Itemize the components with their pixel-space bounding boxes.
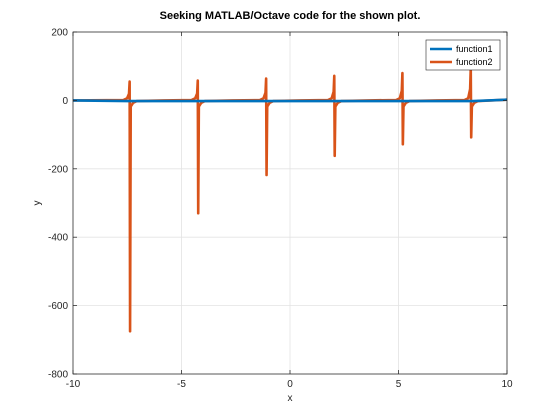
y-tick-label: -800 [48,370,68,381]
x-tick-label: -5 [177,379,186,390]
y-tick-label: -600 [48,301,68,312]
legend-box [425,39,501,71]
legend-label-function1: function1 [456,44,493,54]
series-function1-line [72,98,508,103]
x-axis-label: x [288,393,293,404]
y-tick-label: 0 [62,96,68,107]
ticks: -10 -5 0 5 10 -800 -600 -400 -200 0 200 [48,28,513,391]
x-tick-label: 10 [501,379,513,390]
y-tick-label: 200 [51,28,68,39]
series-layer [72,66,508,333]
y-tick-label: -400 [48,233,68,244]
chart-title: Seeking MATLAB/Octave code for the shown… [160,10,421,22]
legend: function1 function2 [425,39,501,71]
x-tick-label: 5 [396,379,402,390]
x-tick-label: -10 [66,379,81,390]
legend-label-function2: function2 [456,57,493,67]
y-tick-label: -200 [48,164,68,175]
y-axis-label: y [32,201,43,206]
x-tick-label: 0 [287,379,293,390]
